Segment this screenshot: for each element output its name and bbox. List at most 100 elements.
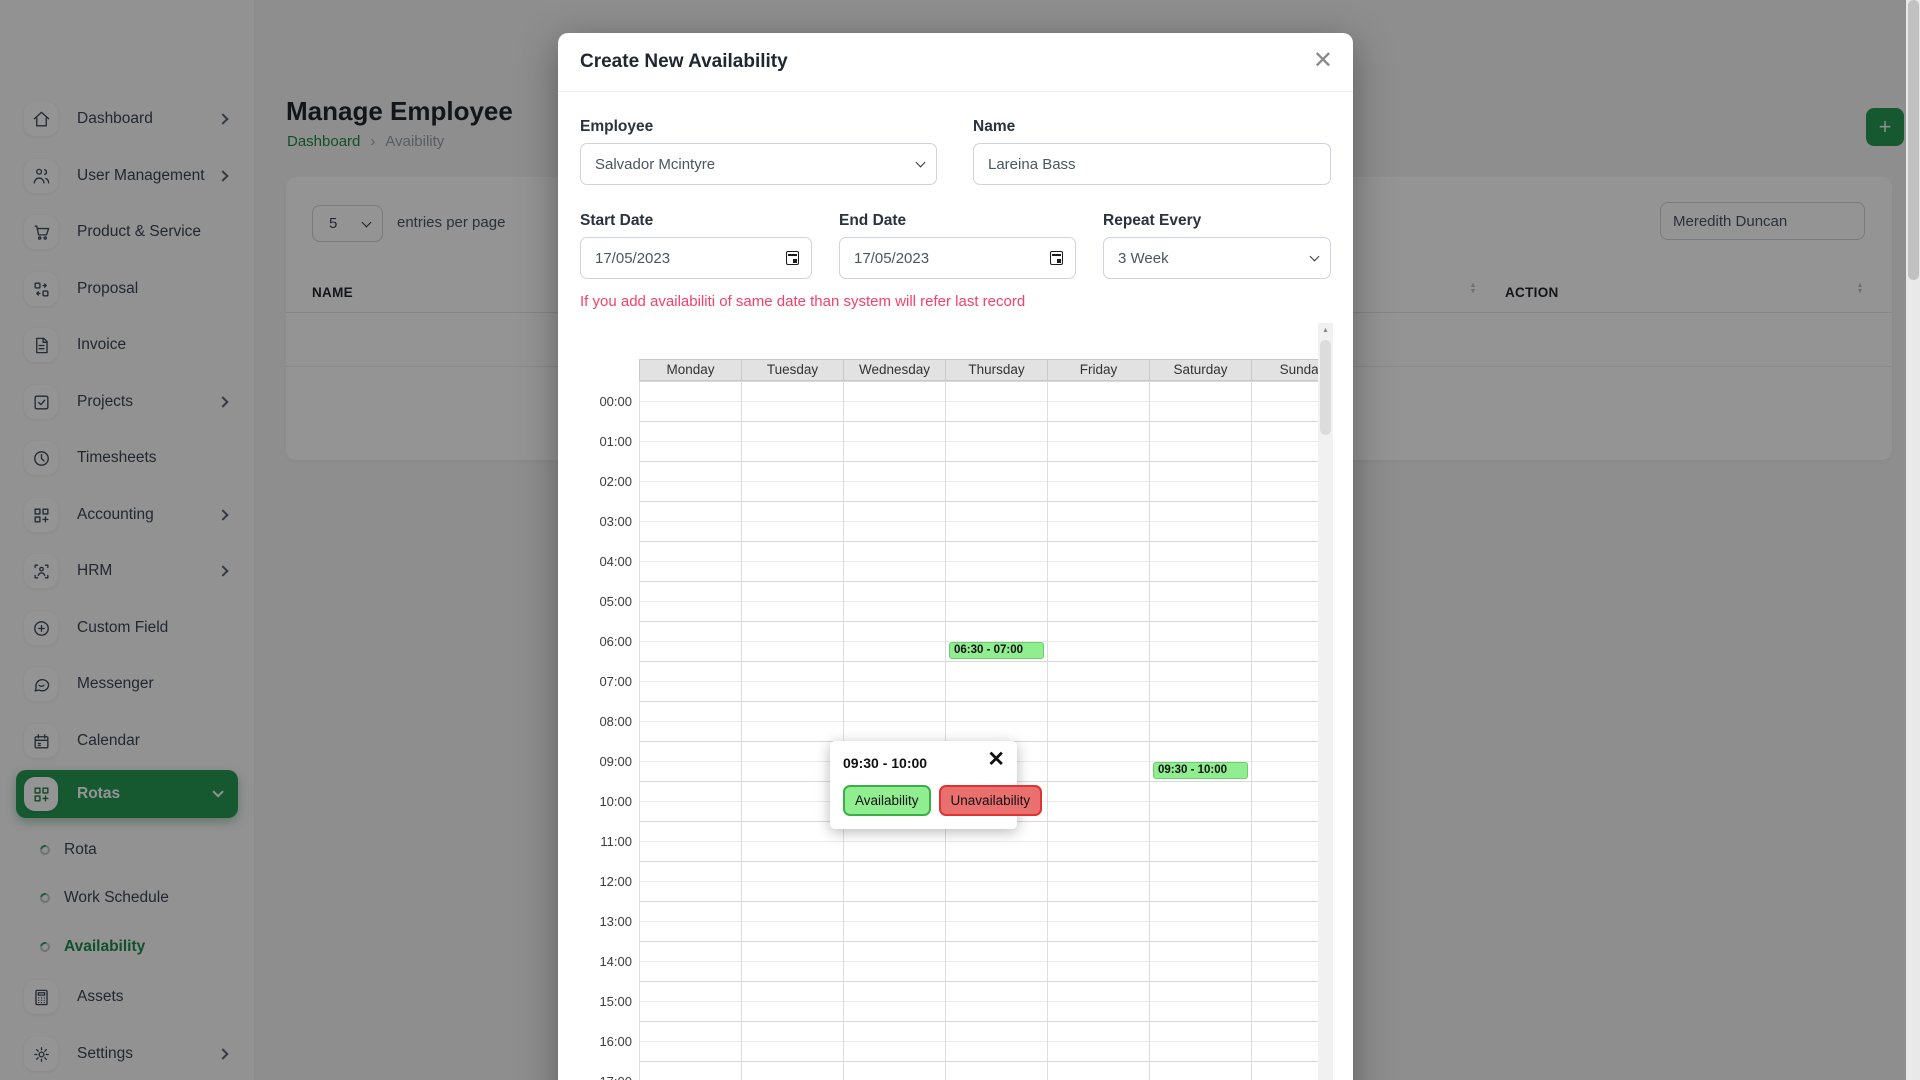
employee-value: Salvador Mcintyre xyxy=(595,155,716,173)
day-column-thursday[interactable] xyxy=(945,381,1047,1080)
time-label: 16:00 xyxy=(599,1034,632,1049)
sidebar-item-dashboard[interactable]: Dashboard xyxy=(0,91,255,147)
end-date-value: 17/05/2023 xyxy=(854,249,930,267)
modal-title: Create New Availability xyxy=(580,51,788,72)
day-column-tuesday[interactable] xyxy=(741,381,843,1080)
page-title: Manage Employee xyxy=(286,96,513,126)
sidebar-item-accounting[interactable]: Accounting xyxy=(0,487,255,543)
sidebar-item-product-service[interactable]: Product & Service xyxy=(0,204,255,260)
name-field[interactable]: Lareina Bass xyxy=(973,143,1331,185)
start-date-input[interactable]: 17/05/2023 xyxy=(580,237,812,279)
proposal-icon xyxy=(24,272,58,306)
calendar-picker-icon[interactable] xyxy=(1050,251,1063,265)
day-column-friday[interactable] xyxy=(1047,381,1149,1080)
calendar-picker-icon[interactable] xyxy=(786,251,799,265)
time-label: 09:00 xyxy=(599,754,632,769)
calendar-grid: Monday Tuesday Wednesday Thursday Friday Satu… xyxy=(639,359,1318,1080)
sidebar-item-custom-field[interactable]: Custom Field xyxy=(0,600,255,656)
entries-per-page-label: entries per page xyxy=(397,214,506,231)
day-column-sunday[interactable] xyxy=(1251,381,1318,1080)
sidebar-item-rotas[interactable]: Rotas xyxy=(16,770,238,818)
search-input[interactable] xyxy=(1660,202,1865,240)
day-header-thursday: Thursday xyxy=(945,360,1047,380)
breadcrumb: Dashboard › Avaibility xyxy=(287,133,444,150)
close-icon[interactable]: ✕ xyxy=(1312,47,1333,74)
sidebar-item-projects[interactable]: Projects xyxy=(0,374,255,430)
sidebar-subitem-availability[interactable]: Availability xyxy=(0,923,255,971)
scrollbar-thumb[interactable] xyxy=(1320,340,1331,435)
sidebar-item-proposal[interactable]: Proposal xyxy=(0,261,255,317)
column-header-name[interactable]: NAME xyxy=(312,285,353,300)
repeat-every-value: 3 Week xyxy=(1118,249,1169,267)
end-date-input[interactable]: 17/05/2023 xyxy=(839,237,1076,279)
clock-icon xyxy=(24,441,58,475)
slot-time-label: 09:30 - 10:00 xyxy=(843,755,928,771)
availability-event[interactable]: 06:30 - 07:00 xyxy=(949,642,1044,659)
sidebar-item-calendar[interactable]: Calendar xyxy=(0,713,255,769)
time-label: 11:00 xyxy=(600,834,632,849)
breadcrumb-separator: › xyxy=(370,133,376,150)
rotas-icon xyxy=(24,777,58,811)
sidebar-item-label: Settings xyxy=(77,1045,134,1062)
time-label: 13:00 xyxy=(599,914,632,929)
column-header-action[interactable]: ACTION xyxy=(1505,285,1559,300)
time-label: 01:00 xyxy=(599,434,632,449)
day-header-tuesday: Tuesday xyxy=(741,360,843,380)
sidebar-item-invoice[interactable]: Invoice xyxy=(0,317,255,373)
sidebar-item-user-management[interactable]: User Management xyxy=(0,148,255,204)
time-label: 02:00 xyxy=(599,474,632,489)
repeat-every-select[interactable]: 3 Week xyxy=(1103,237,1331,279)
sidebar-item-label: Invoice xyxy=(77,336,127,353)
close-icon[interactable]: ✕ xyxy=(987,748,1005,771)
invoice-icon xyxy=(24,328,58,362)
sidebar-item-messenger[interactable]: Messenger xyxy=(0,656,255,712)
sidebar-subitem-rota[interactable]: Rota xyxy=(0,826,255,874)
sort-icon[interactable]: ▲ ▼ xyxy=(1856,282,1864,295)
end-date-label: End Date xyxy=(839,212,907,229)
scroll-up-icon[interactable]: ▲ xyxy=(1322,327,1329,334)
entries-per-page-value: 5 xyxy=(329,215,338,232)
availability-event[interactable]: 09:30 - 10:00 xyxy=(1153,762,1248,779)
calculator-icon xyxy=(24,980,58,1014)
sidebar-item-label: User Management xyxy=(77,167,205,184)
sidebar-item-hrm[interactable]: HRM xyxy=(0,543,255,599)
sidebar-item-label: Rotas xyxy=(77,785,121,802)
sidebar-item-timesheets[interactable]: Timesheets xyxy=(0,430,255,486)
availability-button[interactable]: Availability xyxy=(843,785,931,816)
day-column-saturday[interactable] xyxy=(1149,381,1251,1080)
sidebar-item-assets[interactable]: Assets xyxy=(0,969,255,1025)
day-column-monday[interactable] xyxy=(639,381,741,1080)
day-header-monday: Monday xyxy=(639,360,741,380)
time-label: 04:00 xyxy=(599,554,632,569)
sidebar-item-label: Assets xyxy=(77,988,124,1005)
sidebar-item-settings[interactable]: Settings xyxy=(0,1026,255,1080)
entries-per-page-select[interactable]: 5 xyxy=(312,205,383,242)
gear-icon xyxy=(24,1037,58,1071)
sidebar-item-label: Messenger xyxy=(77,675,154,692)
day-column-wednesday[interactable] xyxy=(843,381,945,1080)
modal-header: Create New Availability ✕ xyxy=(558,33,1353,92)
users-icon xyxy=(24,159,58,193)
time-label: 05:00 xyxy=(599,594,632,609)
sidebar-subitem-work-schedule[interactable]: Work Schedule xyxy=(0,874,255,922)
scrollbar-thumb[interactable] xyxy=(1907,0,1919,280)
page-scrollbar[interactable] xyxy=(1906,0,1920,1080)
hrm-icon xyxy=(24,554,58,588)
time-label: 00:00 xyxy=(599,394,632,409)
chevron-down-icon xyxy=(1309,251,1320,262)
availability-calendar: 00:00 01:00 02:00 03:00 04:00 05:00 06:00 07:00… xyxy=(580,323,1333,1080)
calendar-body[interactable]: 06:30 - 07:00 09:30 - 10:00 xyxy=(639,381,1318,1080)
sort-icon[interactable]: ▲ ▼ xyxy=(1469,282,1477,295)
breadcrumb-dashboard-link[interactable]: Dashboard xyxy=(287,133,361,150)
add-availability-button[interactable]: + xyxy=(1866,108,1904,146)
day-header-sunday: Sunday xyxy=(1251,360,1318,380)
calendar-scrollbar[interactable]: ▲ xyxy=(1318,323,1333,1080)
accounting-icon xyxy=(24,498,58,532)
sidebar-item-label: Accounting xyxy=(77,506,154,523)
time-label: 14:00 xyxy=(599,954,632,969)
name-label: Name xyxy=(973,118,1016,135)
sidebar-item-label: HRM xyxy=(77,562,113,579)
employee-select[interactable]: Salvador Mcintyre xyxy=(580,143,937,185)
sidebar-item-label: Projects xyxy=(77,393,133,410)
unavailability-button[interactable]: Unavailability xyxy=(938,785,1043,816)
